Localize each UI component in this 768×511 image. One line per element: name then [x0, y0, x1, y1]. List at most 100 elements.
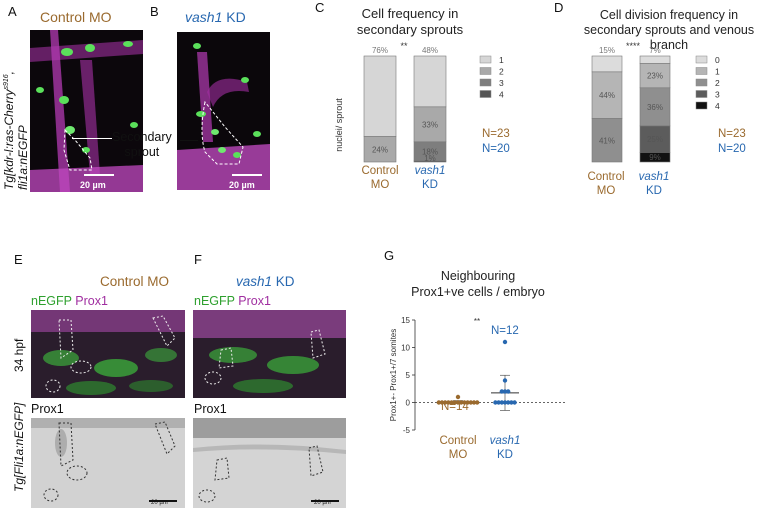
panel-a-annotation-line1: Secondary [112, 130, 172, 144]
bar-label-c-1-3: 18% [422, 147, 438, 156]
panel-b-micrograph [177, 32, 270, 190]
g-point-1-7 [506, 400, 511, 405]
g-point-1-9 [509, 400, 514, 405]
panel-d-significance: **** [626, 41, 641, 51]
panel-a-ylabel-comma: , [2, 71, 16, 75]
panel-g-chart: Prox1+- Prox1+/7 somites ** -5 0 5 10 15 [389, 316, 565, 435]
panel-g-n-control: N=14 [441, 401, 469, 413]
panel-a-annotation-line [72, 138, 112, 139]
panel-f-bottom-label: Prox1 [194, 402, 227, 416]
panel-d-n-vash: N=20 [718, 143, 746, 155]
panel-c-xlabel-vash-1: vash1 [414, 165, 446, 177]
panel-f-title-rest: KD [272, 274, 295, 289]
g-point-1-0 [502, 339, 508, 345]
bar-d-0-0 [591, 55, 623, 73]
panel-e-stage: 34 hpf [12, 338, 26, 372]
g-point-0-9 [439, 400, 445, 405]
panel-letter-e: E [14, 252, 23, 267]
bar-d-1-0 [639, 55, 671, 64]
bar-d-1-4 [639, 152, 671, 163]
legend-swatch-d-0 [695, 55, 708, 64]
panel-d-xlabel-control-2: MO [596, 185, 616, 197]
panel-f-prox1-image [193, 418, 346, 508]
panel-g-title-line2: Prox1+ve cells / embryo [411, 285, 545, 299]
g-point-0-12 [475, 400, 480, 405]
panel-b-title-rest: KD [222, 9, 246, 25]
panel-c-xlabel-control-1: Control [361, 165, 399, 177]
g-ytick-label-0: 0 [406, 399, 411, 408]
panel-a-ylabel-line2: fli1a:nEGFP [16, 125, 30, 190]
panel-g-xlabel-vash: vash1 KD [483, 434, 527, 462]
bar-d-1-3 [639, 125, 671, 153]
panel-f-title-italic: vash1 [236, 274, 273, 289]
g-point-0-6 [465, 400, 470, 405]
panel-c-xlabel-vash: vash1 KD [408, 164, 452, 192]
panel-c-title-line2: secondary sprouts [356, 22, 464, 37]
bar-c-0-2 [363, 136, 397, 163]
panel-d-xlabel-control: Control MO [584, 170, 628, 198]
panel-a-scalebar [84, 174, 114, 176]
panel-e-title: Control MO [100, 274, 170, 289]
panel-b-scale-label: 20 µm [229, 180, 255, 190]
g-point-0-10 [471, 400, 477, 405]
bar-label-d-1-2: 36% [647, 103, 663, 112]
panel-f-prox1-svg [193, 418, 346, 508]
panel-g-xlabel-control-2: MO [448, 449, 468, 461]
g-point-1-11 [512, 400, 517, 405]
panel-e-prox1-svg [31, 418, 185, 508]
panel-d-xlabel-vash-1: vash1 [638, 171, 670, 183]
g-point-0-11 [436, 400, 441, 405]
panel-e-scale-label: 20 µm [151, 500, 168, 506]
legend-swatch-c-2 [479, 67, 492, 75]
panel-d-legend: 0 12 34 [695, 55, 720, 111]
bar-label-d-1-0: 7% [649, 46, 661, 55]
panel-e-channels: nEGFP Prox1 [31, 294, 108, 308]
panel-d-xlabel-control-1: Control [587, 171, 625, 183]
g-point-0-1 [452, 400, 457, 405]
bar-label-d-0-2: 41% [599, 136, 615, 145]
g-ytick-label-5: 5 [406, 371, 411, 380]
g-point-1-10 [493, 400, 498, 405]
panel-e-prox1-image [31, 418, 185, 508]
panel-c-title-line1: Cell frequency in [361, 6, 459, 21]
panel-f-channels: nEGFP Prox1 [194, 294, 271, 308]
g-point-1-6 [499, 400, 504, 405]
legend-label-d-1: 1 [715, 67, 720, 77]
g-point-0-0 [455, 400, 461, 405]
panel-d-title-line2: secondary sprouts and venous branch [583, 23, 755, 52]
g-point-0-5 [446, 400, 451, 405]
legend-label-c-4: 4 [499, 90, 504, 100]
panel-e-bottom-label: Prox1 [31, 402, 64, 416]
bar-label-d-1-4: 9% [649, 153, 661, 162]
panel-b-scalebar [232, 174, 262, 176]
bar-label-c-1-4: 1% [424, 154, 436, 163]
panel-d-bars: 15% 44% 41% 7% 23% 36% 25% 9% [591, 46, 671, 163]
panel-b-annotation-line [180, 140, 198, 141]
legend-swatch-c-4 [479, 90, 492, 98]
panel-d-title: Cell division frequency in secondary spr… [570, 8, 768, 53]
bar-label-c-1-1: 48% [422, 46, 438, 55]
panel-f-fluorescence-svg [193, 310, 346, 398]
legend-swatch-d-1 [695, 67, 708, 75]
panel-g-xlabel-vash-1: vash1 [489, 435, 521, 447]
panel-f-channel-magenta: Prox1 [234, 294, 271, 308]
g-point-1-5 [502, 400, 508, 405]
bar-label-c-0-2: 24% [372, 145, 388, 154]
panel-a-annotation-line2: sprout [124, 145, 160, 159]
panel-c-n-vash: N=20 [482, 143, 510, 155]
panel-f-scale-label: 20 µm [314, 500, 331, 506]
g-point-1-2 [502, 389, 508, 394]
panel-letter-b: B [150, 4, 159, 19]
panel-g-points [436, 339, 519, 411]
panel-a-micrograph [30, 30, 143, 192]
panel-c-bars: 76% 24% 48% 33% 18%1% [363, 46, 447, 163]
panel-letter-c: C [315, 0, 325, 15]
g-point-0-13 [455, 394, 461, 400]
bar-d-1-2 [639, 87, 671, 127]
panel-c-xlabel-vash-2: KD [422, 179, 438, 191]
panel-a-title: Control MO [40, 9, 112, 25]
panel-a-ylabel-line1: Tg[kdr-l:ras-Cherry [2, 89, 16, 190]
panel-g-axes: -5 0 5 10 15 [401, 316, 565, 435]
panel-c-ylabel: nuclei/ sprout [334, 98, 344, 152]
panel-c-xlabel-control: Control MO [358, 164, 402, 192]
